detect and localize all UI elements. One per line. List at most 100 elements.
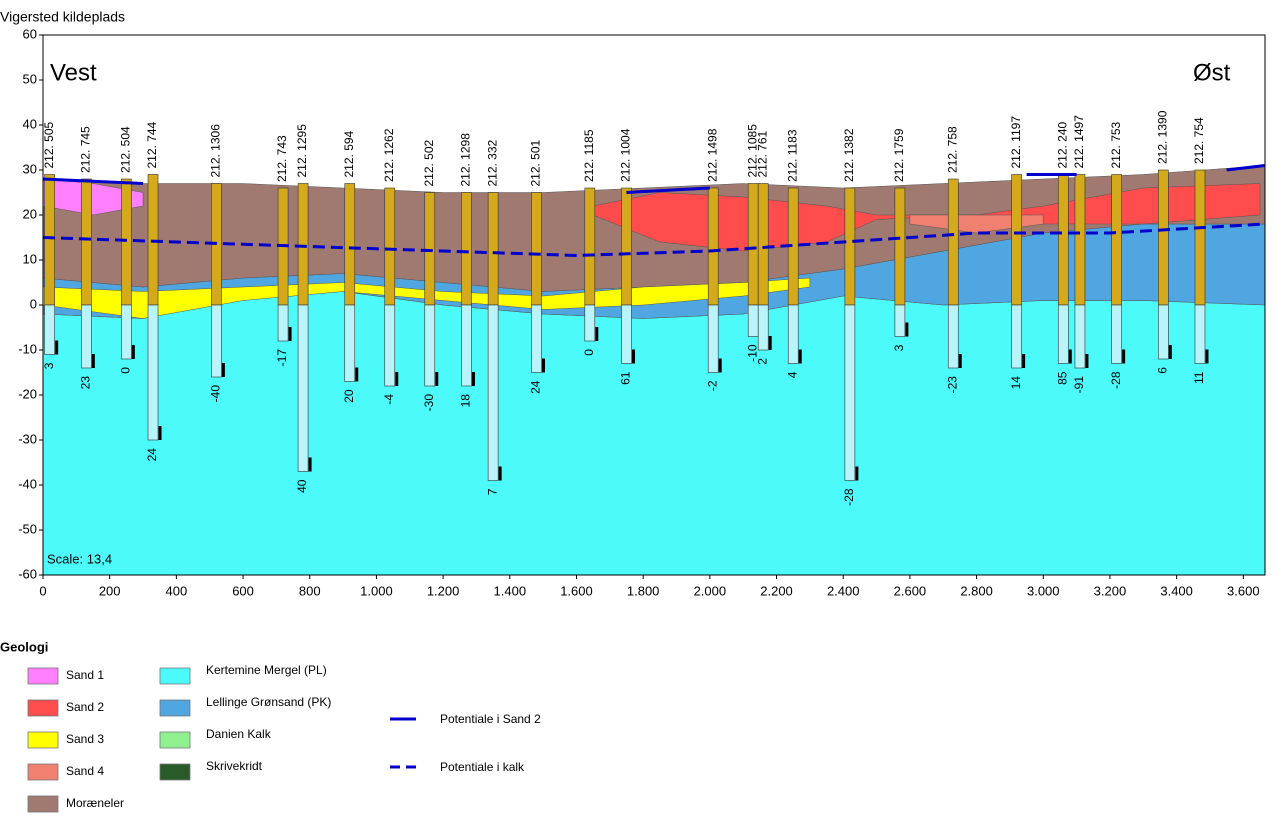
x-tick-label: 400 (166, 583, 188, 598)
borehole-bottom-label: 23 (79, 376, 93, 390)
borehole-bottom-label: 11 (1192, 371, 1206, 384)
borehole-upper (947, 178, 959, 306)
borehole-label: 212. 1382 (842, 128, 856, 182)
borehole-bottom-label: -28 (842, 488, 856, 506)
x-tick-label: 2.400 (827, 583, 860, 598)
potential-line (626, 186, 710, 194)
borehole-label: 212. 758 (945, 126, 959, 173)
borehole-label: 212. 754 (1192, 117, 1206, 164)
legend-label: Danien Kalk (206, 727, 272, 741)
borehole-bottom-label: 20 (342, 389, 356, 403)
borehole-label: 212. 1085 (745, 124, 759, 178)
x-tick-label: 2.200 (760, 583, 793, 598)
legend-title: Geologi (0, 639, 48, 654)
borehole-lower (621, 304, 632, 364)
y-tick-label: 50 (23, 71, 37, 86)
legend-label: Sand 1 (66, 668, 104, 682)
y-tick-label: 60 (23, 26, 37, 41)
borehole-lower (121, 304, 132, 360)
borehole-lower (487, 304, 499, 481)
borehole-label: 212. 1306 (209, 124, 223, 178)
borehole-label: 212. 761 (755, 130, 769, 177)
x-tick-label: 800 (299, 583, 321, 598)
borehole-lower (277, 304, 289, 342)
x-tick-label: 1.600 (560, 583, 593, 598)
borehole-label: 212. 1295 (295, 124, 309, 178)
borehole-lower (1158, 304, 1169, 360)
borehole-bottom-label: 14 (1009, 376, 1023, 390)
borehole-bottom-label: -2 (705, 380, 719, 391)
borehole-label: 212. 501 (529, 139, 543, 186)
borehole-label: 212. 502 (422, 139, 436, 186)
borehole-upper (424, 192, 436, 306)
x-tick-label: 1.800 (627, 583, 660, 598)
borehole-lower (1111, 304, 1122, 364)
borehole-lower (424, 304, 436, 387)
y-tick-label: -40 (18, 476, 37, 491)
borehole-upper (707, 187, 719, 306)
x-tick-label: 3.600 (1227, 583, 1260, 598)
borehole-lower (584, 304, 596, 342)
borehole-lower (894, 304, 906, 337)
legend-swatch (159, 731, 191, 749)
x-tick-label: 3.000 (1027, 583, 1060, 598)
legend-swatch (159, 667, 191, 685)
borehole-bottom-label: 85 (1055, 371, 1069, 385)
borehole-label: 212. 504 (119, 126, 133, 173)
borehole-label: 212. 744 (145, 121, 159, 168)
borehole-label: 212. 745 (79, 126, 93, 173)
annotation-west: Vest (50, 59, 97, 86)
borehole-bottom-label: -30 (422, 394, 436, 412)
borehole-label: 212. 1197 (1009, 116, 1023, 169)
borehole-upper (1111, 174, 1122, 306)
y-tick-label: -60 (18, 566, 37, 581)
y-tick-label: 0 (30, 296, 37, 311)
borehole-bottom-label: -17 (275, 349, 289, 367)
borehole-bottom-label: 3 (42, 362, 56, 369)
x-tick-label: 1.000 (360, 583, 393, 598)
annotation-east: Øst (1193, 59, 1231, 86)
y-tick-label: -50 (18, 521, 37, 536)
y-tick-label: 20 (23, 206, 37, 221)
borehole-lower (81, 304, 92, 369)
borehole-label: 212. 240 (1055, 121, 1069, 168)
legend-label: Kertemine Mergel (PL) (206, 663, 327, 677)
borehole-bottom-label: 0 (119, 367, 133, 374)
x-tick-label: 2.600 (894, 583, 927, 598)
borehole-bottom-label: -40 (209, 385, 223, 403)
borehole-bottom-label: 4 (785, 371, 799, 378)
borehole-lower (757, 304, 769, 351)
borehole-bottom-label: -91 (1072, 376, 1086, 394)
borehole-lower (947, 304, 959, 369)
y-tick-label: 40 (23, 116, 37, 131)
borehole-lower (1057, 304, 1069, 364)
borehole-upper (747, 183, 759, 306)
borehole-upper (384, 187, 396, 306)
potential-line (42, 177, 144, 185)
borehole-label: 212. 1004 (619, 128, 633, 182)
legend-label: Skrivekridt (206, 759, 263, 773)
borehole-bottom-label: -4 (382, 394, 396, 405)
legend-label: Lellinge Grønsand (PK) (206, 695, 331, 709)
x-tick-label: 2.000 (694, 583, 727, 598)
borehole-lower (1074, 304, 1086, 369)
chart-title: Vigersted kildeplads (0, 9, 125, 25)
borehole-upper (531, 192, 542, 306)
borehole-lower (461, 304, 472, 387)
borehole-upper (1074, 174, 1086, 306)
x-tick-label: 3.200 (1094, 583, 1127, 598)
x-tick-label: 1.200 (427, 583, 460, 598)
borehole-upper (621, 187, 632, 306)
potential-line (1226, 164, 1266, 172)
borehole-label: 212. 594 (342, 130, 356, 177)
y-tick-label: -30 (18, 431, 37, 446)
borehole-lower (844, 304, 856, 481)
legend-swatch (27, 763, 59, 781)
borehole-upper (81, 178, 92, 306)
borehole-upper (1158, 169, 1169, 306)
borehole-upper (844, 187, 856, 306)
legend-label: Sand 4 (66, 764, 104, 778)
borehole-bottom-label: 0 (582, 349, 596, 356)
borehole-bottom-label: 3 (892, 344, 906, 351)
borehole-upper (487, 192, 499, 306)
